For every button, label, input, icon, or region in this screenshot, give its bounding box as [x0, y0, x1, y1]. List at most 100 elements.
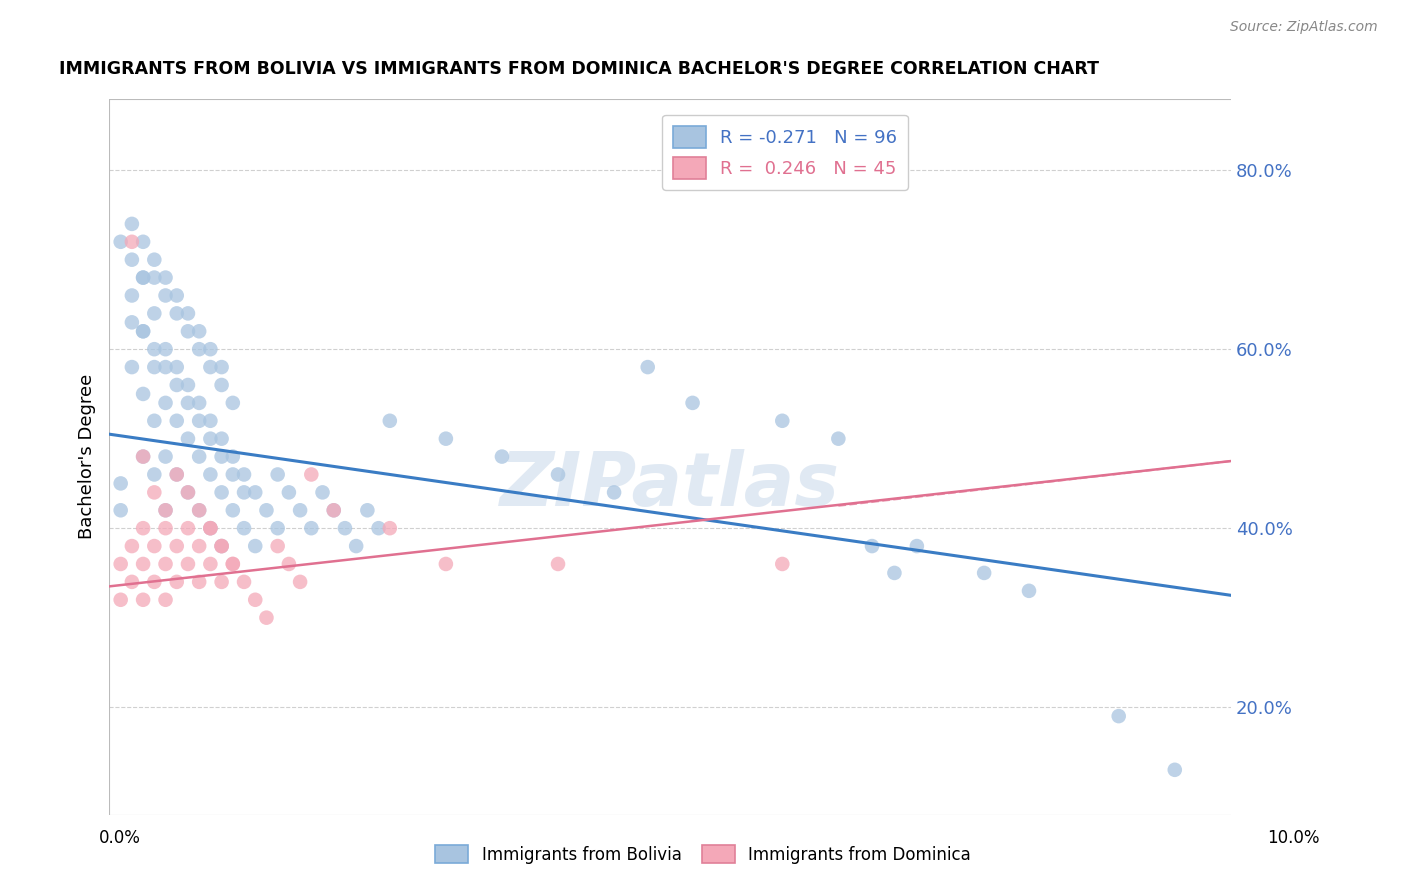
- Point: [211, 432, 233, 446]
- Point: [299, 521, 322, 535]
- Point: [266, 467, 288, 482]
- Point: [155, 521, 177, 535]
- Point: [188, 574, 211, 589]
- Point: [155, 557, 177, 571]
- Point: [132, 270, 155, 285]
- Point: [299, 467, 322, 482]
- Point: [245, 539, 267, 553]
- Point: [132, 450, 155, 464]
- Point: [155, 396, 177, 410]
- Point: [356, 503, 378, 517]
- Point: [110, 592, 132, 607]
- Point: [155, 360, 177, 375]
- Point: [434, 557, 457, 571]
- Point: [277, 485, 299, 500]
- Point: [256, 503, 278, 517]
- Point: [188, 414, 211, 428]
- Text: Source: ZipAtlas.com: Source: ZipAtlas.com: [1230, 21, 1378, 34]
- Point: [256, 610, 278, 624]
- Point: [177, 306, 200, 320]
- Point: [233, 521, 256, 535]
- Point: [155, 503, 177, 517]
- Point: [547, 467, 569, 482]
- Point: [177, 378, 200, 392]
- Point: [110, 557, 132, 571]
- Y-axis label: Bachelor's Degree: Bachelor's Degree: [79, 374, 96, 539]
- Point: [155, 270, 177, 285]
- Point: [200, 414, 222, 428]
- Point: [222, 467, 245, 482]
- Point: [121, 217, 143, 231]
- Point: [860, 539, 883, 553]
- Point: [973, 566, 995, 580]
- Point: [200, 342, 222, 356]
- Point: [188, 396, 211, 410]
- Point: [200, 521, 222, 535]
- Point: [177, 521, 200, 535]
- Point: [166, 467, 188, 482]
- Point: [132, 592, 155, 607]
- Point: [770, 414, 793, 428]
- Point: [177, 557, 200, 571]
- Point: [132, 387, 155, 401]
- Point: [110, 503, 132, 517]
- Point: [905, 539, 928, 553]
- Point: [155, 503, 177, 517]
- Point: [827, 432, 849, 446]
- Point: [222, 557, 245, 571]
- Point: [155, 450, 177, 464]
- Point: [110, 235, 132, 249]
- Point: [121, 315, 143, 329]
- Point: [222, 450, 245, 464]
- Point: [1108, 709, 1130, 723]
- Point: [177, 396, 200, 410]
- Point: [177, 324, 200, 338]
- Point: [222, 557, 245, 571]
- Point: [121, 539, 143, 553]
- Point: [121, 235, 143, 249]
- Point: [155, 288, 177, 302]
- Legend: Immigrants from Bolivia, Immigrants from Dominica: Immigrants from Bolivia, Immigrants from…: [429, 838, 977, 871]
- Point: [166, 378, 188, 392]
- Point: [200, 360, 222, 375]
- Point: [211, 450, 233, 464]
- Point: [143, 342, 166, 356]
- Point: [166, 467, 188, 482]
- Point: [132, 557, 155, 571]
- Point: [378, 414, 401, 428]
- Point: [177, 485, 200, 500]
- Point: [143, 485, 166, 500]
- Point: [166, 574, 188, 589]
- Point: [211, 539, 233, 553]
- Point: [121, 252, 143, 267]
- Point: [211, 539, 233, 553]
- Point: [211, 539, 233, 553]
- Point: [143, 539, 166, 553]
- Point: [143, 252, 166, 267]
- Point: [288, 503, 311, 517]
- Point: [132, 521, 155, 535]
- Point: [245, 485, 267, 500]
- Point: [770, 557, 793, 571]
- Point: [143, 270, 166, 285]
- Point: [177, 432, 200, 446]
- Point: [143, 414, 166, 428]
- Text: IMMIGRANTS FROM BOLIVIA VS IMMIGRANTS FROM DOMINICA BACHELOR'S DEGREE CORRELATIO: IMMIGRANTS FROM BOLIVIA VS IMMIGRANTS FR…: [59, 60, 1099, 78]
- Point: [143, 574, 166, 589]
- Point: [188, 324, 211, 338]
- Point: [603, 485, 626, 500]
- Point: [211, 485, 233, 500]
- Point: [288, 574, 311, 589]
- Point: [166, 414, 188, 428]
- Point: [177, 485, 200, 500]
- Point: [367, 521, 389, 535]
- Point: [132, 324, 155, 338]
- Point: [200, 557, 222, 571]
- Point: [121, 288, 143, 302]
- Point: [333, 521, 356, 535]
- Point: [222, 503, 245, 517]
- Point: [211, 360, 233, 375]
- Point: [200, 432, 222, 446]
- Point: [245, 592, 267, 607]
- Point: [277, 557, 299, 571]
